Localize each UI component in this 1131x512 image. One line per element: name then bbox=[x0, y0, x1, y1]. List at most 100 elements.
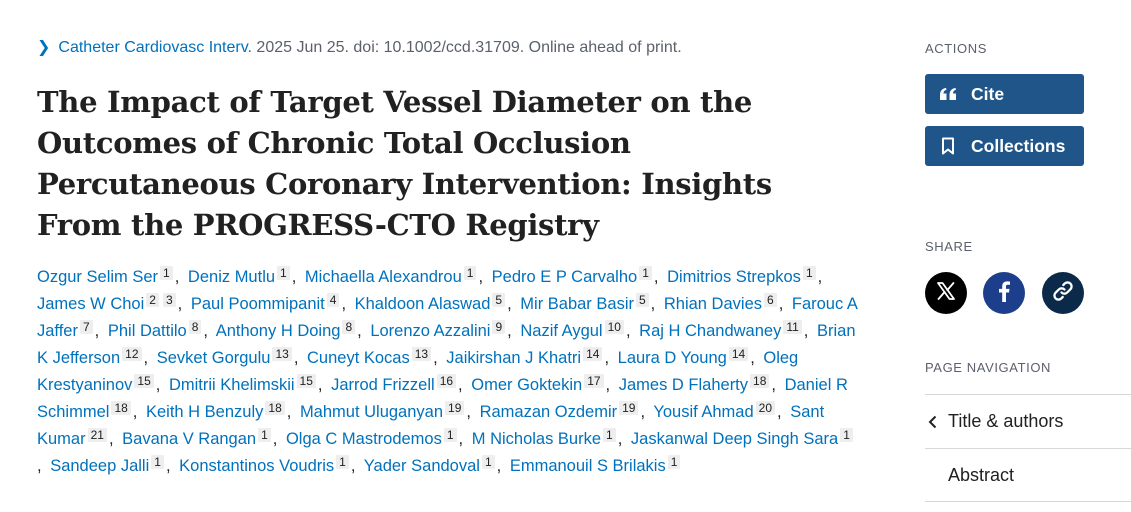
affiliation-badge[interactable]: 1 bbox=[336, 455, 349, 469]
author-separator: , bbox=[750, 349, 755, 367]
affiliation-badge[interactable]: 8 bbox=[342, 320, 356, 334]
author-link[interactable]: Olga C Mastrodemos bbox=[285, 430, 442, 448]
author-link[interactable]: Anthony H Doing bbox=[215, 322, 341, 340]
affiliation-badge[interactable]: 21 bbox=[87, 428, 107, 442]
x-logo-icon bbox=[936, 281, 956, 306]
affiliation-badge[interactable]: 13 bbox=[272, 347, 292, 361]
affiliation-badge[interactable]: 11 bbox=[783, 320, 802, 334]
nav-item-title-authors[interactable]: Title & authors bbox=[925, 394, 1131, 448]
affiliation-badge[interactable]: 19 bbox=[619, 401, 639, 415]
author-link[interactable]: Nazif Aygul bbox=[520, 322, 603, 340]
affiliation-badge[interactable]: 19 bbox=[445, 401, 465, 415]
bookmark-icon bbox=[937, 137, 959, 155]
affiliation-badge[interactable]: 4 bbox=[326, 293, 340, 307]
share-heading: SHARE bbox=[925, 239, 973, 254]
affiliation-badge[interactable]: 15 bbox=[296, 374, 316, 388]
author-link[interactable]: Sevket Gorgulu bbox=[156, 349, 271, 367]
journal-link[interactable]: Catheter Cardiovasc Interv. bbox=[58, 39, 252, 56]
author-link[interactable]: Bavana V Rangan bbox=[122, 430, 257, 448]
author-link[interactable]: Farouc A Jaffer bbox=[37, 295, 857, 340]
affiliation-badge[interactable]: 17 bbox=[584, 374, 604, 388]
author-link[interactable]: Jaikirshan J Khatri bbox=[446, 349, 582, 367]
author-separator: , bbox=[357, 322, 362, 340]
author-link[interactable]: M Nicholas Burke bbox=[471, 430, 602, 448]
affiliation-badge[interactable]: 9 bbox=[492, 320, 506, 334]
chevron-right-icon[interactable]: ❯ bbox=[37, 39, 51, 56]
author-link[interactable]: Khaldoon Alaswad bbox=[354, 295, 491, 313]
author-link[interactable]: Keith H Benzuly bbox=[145, 403, 264, 421]
copy-link-button[interactable] bbox=[1042, 272, 1084, 314]
affiliation-badge[interactable]: 5 bbox=[492, 293, 506, 307]
nav-item-abstract[interactable]: Abstract bbox=[925, 448, 1131, 502]
author-link[interactable]: Jarrod Frizzell bbox=[331, 376, 435, 394]
affiliation-badge[interactable]: 14 bbox=[728, 347, 749, 361]
affiliation-badge[interactable]: 18 bbox=[111, 401, 131, 415]
author-link[interactable]: Paul Poommipanit bbox=[190, 295, 325, 313]
author-link[interactable]: Phil Dattilo bbox=[107, 322, 187, 340]
affiliation-badge[interactable]: 1 bbox=[151, 455, 164, 469]
affiliation-badge[interactable]: 18 bbox=[750, 374, 770, 388]
affiliation-badge[interactable]: 1 bbox=[603, 428, 616, 442]
author-link[interactable]: Dimitrios Strepkos bbox=[667, 268, 801, 286]
affiliation-badge[interactable]: 3 bbox=[162, 293, 176, 307]
collections-button[interactable]: Collections bbox=[925, 126, 1084, 166]
affiliation-badge[interactable]: 1 bbox=[802, 266, 816, 280]
author-link[interactable]: Mahmut Uluganyan bbox=[299, 403, 444, 421]
affiliation-badge[interactable]: 2 bbox=[146, 293, 159, 307]
author-link[interactable]: Yousif Ahmad bbox=[653, 403, 754, 421]
author-link[interactable]: Laura D Young bbox=[617, 349, 727, 367]
author-link[interactable]: Dmitrii Khelimskii bbox=[168, 376, 295, 394]
citation-details: 2025 Jun 25. doi: 10.1002/ccd.31709. Onl… bbox=[256, 39, 682, 56]
affiliation-badge[interactable]: 15 bbox=[134, 374, 154, 388]
share-x-button[interactable] bbox=[925, 272, 967, 314]
affiliation-badge[interactable]: 1 bbox=[443, 428, 457, 442]
author-link[interactable]: Ozgur Selim Ser bbox=[37, 268, 159, 286]
affiliation-badge[interactable]: 1 bbox=[160, 266, 173, 280]
author-link[interactable]: Oleg Krestyaninov bbox=[37, 349, 799, 394]
affiliation-badge[interactable]: 1 bbox=[258, 428, 271, 442]
author-separator: , bbox=[653, 268, 659, 286]
cite-button[interactable]: Cite bbox=[925, 74, 1084, 114]
affiliation-badge[interactable]: 1 bbox=[667, 455, 681, 469]
share-facebook-button[interactable] bbox=[983, 272, 1025, 314]
author-separator: , bbox=[341, 295, 347, 313]
affiliation-badge[interactable]: 7 bbox=[79, 320, 93, 334]
affiliation-badge[interactable]: 16 bbox=[436, 374, 457, 388]
author-link[interactable]: Rhian Davies bbox=[663, 295, 762, 313]
affiliation-badge[interactable]: 1 bbox=[277, 266, 290, 280]
author-link[interactable]: Sant Kumar bbox=[37, 403, 825, 448]
affiliation-badge[interactable]: 5 bbox=[635, 293, 649, 307]
author-link[interactable]: Omer Goktekin bbox=[471, 376, 583, 394]
article-title: The Impact of Target Vessel Diameter on … bbox=[37, 85, 772, 242]
author-link[interactable]: Jaskanwal Deep Singh Sara bbox=[630, 430, 839, 448]
affiliation-badge[interactable]: 20 bbox=[755, 401, 776, 415]
author-link[interactable]: Konstantinos Voudris bbox=[179, 457, 335, 475]
author-link[interactable]: James D Flaherty bbox=[618, 376, 749, 394]
author-link[interactable]: Daniel R Schimmel bbox=[37, 376, 848, 421]
affiliation-badge[interactable]: 6 bbox=[764, 293, 777, 307]
author-link[interactable]: Sandeep Jalli bbox=[50, 457, 150, 475]
author-link[interactable]: Raj H Chandwaney bbox=[639, 322, 782, 340]
affiliation-badge[interactable]: 12 bbox=[122, 347, 142, 361]
author-link[interactable]: Ramazan Ozdemir bbox=[479, 403, 618, 421]
affiliation-badge[interactable]: 14 bbox=[583, 347, 603, 361]
affiliation-badge[interactable]: 1 bbox=[639, 266, 652, 280]
author-separator: , bbox=[272, 430, 278, 448]
author-link[interactable]: Brian K Jefferson bbox=[37, 322, 856, 367]
affiliation-badge[interactable]: 10 bbox=[604, 320, 624, 334]
author-link[interactable]: Pedro E P Carvalho bbox=[491, 268, 638, 286]
affiliation-badge[interactable]: 13 bbox=[411, 347, 432, 361]
affiliation-badge[interactable]: 1 bbox=[840, 428, 853, 442]
affiliation-badge[interactable]: 18 bbox=[265, 401, 285, 415]
author-link[interactable]: James W Choi bbox=[37, 295, 145, 313]
author-link[interactable]: Cuneyt Kocas bbox=[307, 349, 410, 367]
author-link[interactable]: Deniz Mutlu bbox=[187, 268, 276, 286]
author-link[interactable]: Lorenzo Azzalini bbox=[370, 322, 491, 340]
affiliation-badge[interactable]: 8 bbox=[188, 320, 202, 334]
author-link[interactable]: Michaella Alexandrou bbox=[304, 268, 462, 286]
affiliation-badge[interactable]: 1 bbox=[463, 266, 477, 280]
affiliation-badge[interactable]: 1 bbox=[481, 455, 495, 469]
author-link[interactable]: Mir Babar Basir bbox=[520, 295, 634, 313]
author-link[interactable]: Emmanouil S Brilakis bbox=[509, 457, 666, 475]
author-link[interactable]: Yader Sandoval bbox=[363, 457, 480, 475]
